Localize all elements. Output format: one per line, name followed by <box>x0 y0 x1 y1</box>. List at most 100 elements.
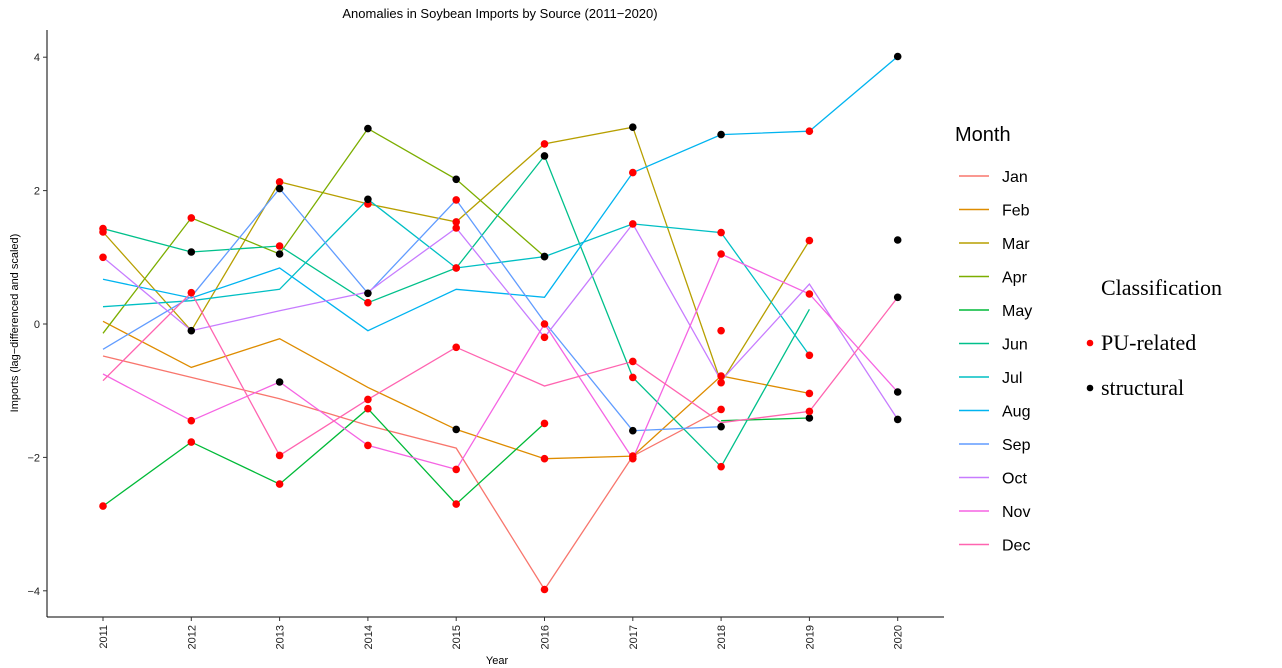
data-point-sep <box>629 426 637 435</box>
data-point-mar <box>629 123 637 131</box>
data-point-mar <box>275 178 284 186</box>
data-point-oct <box>893 415 902 424</box>
series-line-dec <box>102 291 899 457</box>
series-line-nov <box>102 253 899 471</box>
x-axis-ticks: 2011 2012 2013 2014 2015 2016 2017 2018 2019 2020 <box>98 617 905 649</box>
series-line-may <box>102 407 810 507</box>
y-axis-ticks: −4 −2 0 2 4 <box>27 52 47 598</box>
data-point-sep <box>452 196 461 204</box>
data-point-aug <box>629 168 637 177</box>
data-point-aug <box>805 127 814 135</box>
series-line-sep <box>103 189 898 431</box>
data-point-sep <box>275 184 284 193</box>
data-point-dec <box>187 288 196 297</box>
y-tick-label: 0 <box>34 319 40 331</box>
legend-label-feb: Feb <box>1002 203 1030 220</box>
data-point-nov <box>364 441 372 450</box>
chart-title: Anomalies in Soybean Imports by Source (… <box>342 6 657 21</box>
data-point-feb <box>805 389 814 398</box>
legend-label-jun: Jun <box>1002 337 1028 354</box>
legend-label-nov: Nov <box>1002 504 1030 521</box>
data-point-may <box>99 502 107 510</box>
data-point-dec <box>805 407 814 416</box>
x-tick-label: 2011 <box>98 625 110 649</box>
data-point-jul <box>364 195 372 204</box>
data-point-may <box>540 419 549 428</box>
data-point-jan <box>540 585 549 594</box>
data-point-apr <box>187 214 196 222</box>
data-point-jul <box>805 351 814 360</box>
legend-class-dot-1 <box>1086 384 1094 392</box>
data-point-mar <box>717 378 725 387</box>
data-point-dec <box>364 395 372 404</box>
x-axis-label: Year <box>486 655 509 667</box>
data-point-feb <box>540 454 549 463</box>
data-point-apr <box>717 326 725 335</box>
data-point-dec <box>452 343 461 352</box>
data-point-may <box>364 404 372 413</box>
data-point-jun <box>275 242 284 250</box>
legend-label-apr: Apr <box>1002 270 1028 287</box>
series-line-feb <box>102 320 810 460</box>
legend-label-mar: Mar <box>1002 236 1030 253</box>
x-tick-label: 2017 <box>628 625 640 649</box>
legend-label-aug: Aug <box>1002 404 1030 421</box>
data-point-jun <box>364 298 372 307</box>
data-point-nov <box>629 454 637 463</box>
data-point-jun <box>629 373 637 382</box>
x-tick-label: 2020 <box>893 625 905 649</box>
x-tick-label: 2014 <box>363 625 375 649</box>
legend-label-dec: Dec <box>1002 538 1030 555</box>
data-point-jun <box>717 462 725 471</box>
data-point-apr <box>364 124 372 133</box>
y-tick-label: −4 <box>27 586 40 598</box>
y-tick-label: −2 <box>27 452 40 464</box>
data-point-jun <box>99 224 107 233</box>
data-point-jun <box>540 152 549 160</box>
legend-classification: Classification PU-related structural <box>1086 275 1222 400</box>
x-tick-label: 2016 <box>540 625 552 649</box>
data-point-nov <box>187 416 196 425</box>
data-point-aug <box>893 52 902 61</box>
data-point-apr <box>275 250 284 258</box>
legend-month-title: Month <box>955 124 1011 146</box>
data-point-nov <box>893 388 902 396</box>
series-line-apr <box>103 129 721 334</box>
plot-lines <box>102 56 899 591</box>
data-point-dec <box>893 293 902 302</box>
data-point-may <box>275 480 284 488</box>
data-point-sep <box>364 289 372 298</box>
legend-label-oct: Oct <box>1002 471 1027 488</box>
legend-class-label-1: structural <box>1101 375 1184 400</box>
data-point-nov <box>452 465 461 474</box>
legend-label-sep: Sep <box>1002 437 1031 454</box>
series-line-jan <box>102 355 722 591</box>
x-tick-label: 2018 <box>716 625 728 649</box>
data-point-oct <box>540 333 549 342</box>
data-point-oct <box>452 224 461 232</box>
data-point-jan <box>717 405 725 414</box>
data-point-nov <box>717 250 725 258</box>
data-point-oct <box>99 253 107 262</box>
data-point-nov <box>805 290 814 298</box>
legend-class-label-0: PU-related <box>1101 330 1196 355</box>
data-point-mar <box>452 218 461 226</box>
data-point-nov <box>275 378 284 386</box>
data-point-jun <box>187 248 196 256</box>
data-point-jul <box>452 264 461 272</box>
data-point-mar <box>805 236 814 245</box>
legend-month: Month Jan Feb Mar Apr May Jun Jul Aug Sep Oct Nov D… <box>955 124 1032 555</box>
data-point-may <box>805 414 814 422</box>
y-tick-label: 4 <box>34 52 40 64</box>
y-tick-label: 2 <box>34 186 40 198</box>
legend-class-dot-0 <box>1086 339 1094 347</box>
data-point-sep <box>893 236 902 244</box>
data-point-feb <box>452 425 461 434</box>
legend-label-may: May <box>1002 303 1032 320</box>
plot-points <box>99 52 902 594</box>
y-axis-label: Imports (lag−differenced and scaled) <box>9 234 21 413</box>
series-line-oct <box>102 222 899 420</box>
x-tick-label: 2019 <box>804 625 816 649</box>
legend-label-jul: Jul <box>1002 370 1022 387</box>
